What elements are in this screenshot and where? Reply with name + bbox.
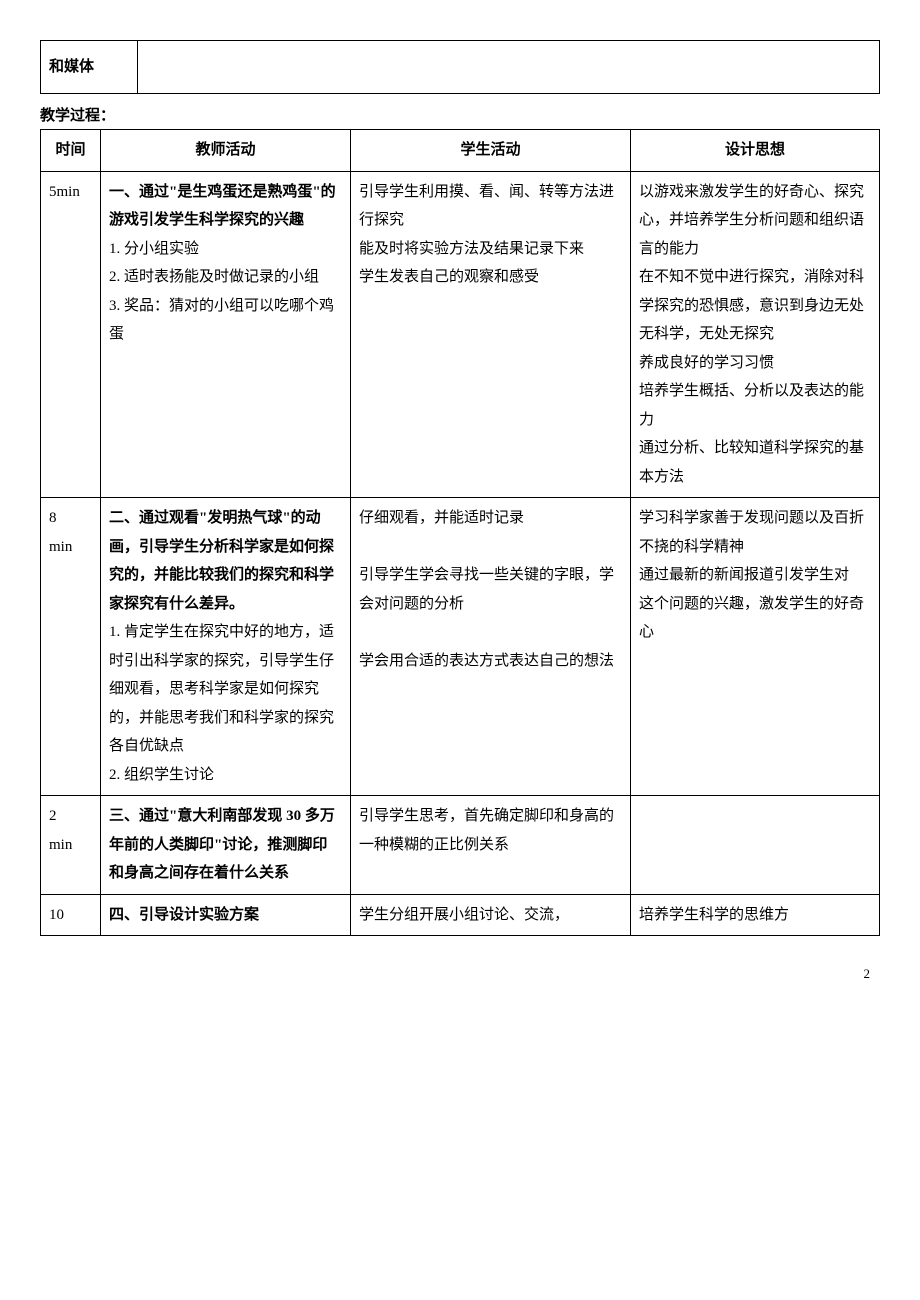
teacher-rest: 1. 分小组实验2. 适时表扬能及时做记录的小组3. 奖品：猜对的小组可以吃哪个…: [109, 241, 334, 343]
header-student: 学生活动: [351, 130, 631, 172]
section-title: 教学过程：: [40, 104, 880, 125]
cell-time: 8min: [41, 498, 101, 796]
teacher-bold: 四、引导设计实验方案: [109, 907, 259, 923]
cell-student: 引导学生利用摸、看、闻、转等方法进行探究能及时将实验方法及结果记录下来学生发表自…: [351, 171, 631, 498]
header-teacher: 教师活动: [101, 130, 351, 172]
cell-design: 学习科学家善于发现问题以及百折不挠的科学精神通过最新的新闻报道引发学生对这个问题…: [631, 498, 880, 796]
page-number: 2: [40, 966, 880, 982]
media-label: 和媒体: [41, 41, 138, 94]
cell-time: 2min: [41, 796, 101, 895]
header-time: 时间: [41, 130, 101, 172]
table-row: 8min 二、通过观看"发明热气球"的动画，引导学生分析科学家是如何探究的，并能…: [41, 498, 880, 796]
teacher-bold: 一、通过"是生鸡蛋还是熟鸡蛋"的游戏引发学生科学探究的兴趣: [109, 184, 336, 229]
table-row: 5min 一、通过"是生鸡蛋还是熟鸡蛋"的游戏引发学生科学探究的兴趣 1. 分小…: [41, 171, 880, 498]
cell-student: 学生分组开展小组讨论、交流，: [351, 894, 631, 936]
cell-design: 培养学生科学的思维方: [631, 894, 880, 936]
cell-teacher: 四、引导设计实验方案: [101, 894, 351, 936]
cell-design: 以游戏来激发学生的好奇心、探究心，并培养学生分析问题和组织语言的能力在不知不觉中…: [631, 171, 880, 498]
table-row: 10 四、引导设计实验方案 学生分组开展小组讨论、交流， 培养学生科学的思维方: [41, 894, 880, 936]
cell-student: 仔细观看，并能适时记录引导学生学会寻找一些关键的字眼，学会对问题的分析学会用合适…: [351, 498, 631, 796]
cell-teacher: 一、通过"是生鸡蛋还是熟鸡蛋"的游戏引发学生科学探究的兴趣 1. 分小组实验2.…: [101, 171, 351, 498]
teacher-bold: 二、通过观看"发明热气球"的动画，引导学生分析科学家是如何探究的，并能比较我们的…: [109, 510, 334, 612]
cell-time: 10: [41, 894, 101, 936]
media-content: [138, 41, 880, 94]
cell-design: [631, 796, 880, 895]
cell-student: 引导学生思考，首先确定脚印和身高的一种模糊的正比例关系: [351, 796, 631, 895]
header-design: 设计思想: [631, 130, 880, 172]
cell-teacher: 二、通过观看"发明热气球"的动画，引导学生分析科学家是如何探究的，并能比较我们的…: [101, 498, 351, 796]
table-row: 2min 三、通过"意大利南部发现 30 多万年前的人类脚印"讨论，推测脚印和身…: [41, 796, 880, 895]
teacher-bold: 三、通过"意大利南部发现 30 多万年前的人类脚印"讨论，推测脚印和身高之间存在…: [109, 808, 335, 881]
cell-teacher: 三、通过"意大利南部发现 30 多万年前的人类脚印"讨论，推测脚印和身高之间存在…: [101, 796, 351, 895]
cell-time: 5min: [41, 171, 101, 498]
teacher-rest: 1. 肯定学生在探究中好的地方，适时引出科学家的探究，引导学生仔细观看，思考科学…: [109, 624, 334, 783]
